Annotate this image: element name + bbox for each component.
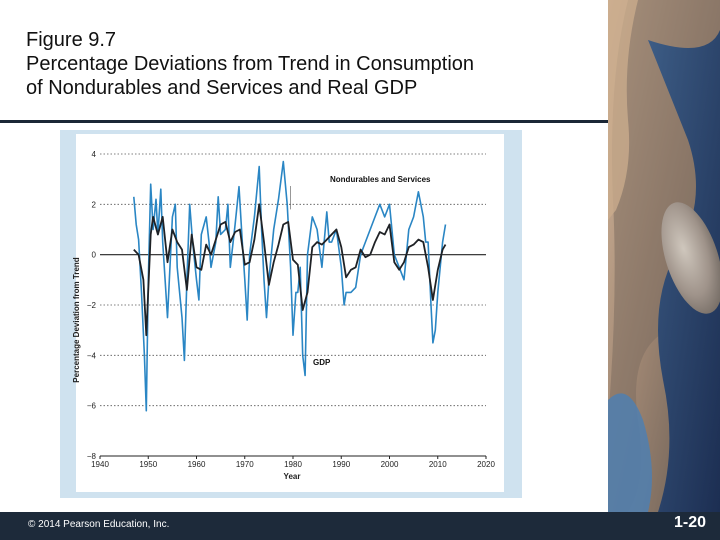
footer-bar bbox=[0, 512, 720, 540]
series-label-gdp: GDP bbox=[313, 358, 331, 367]
series-line-gdp bbox=[133, 203, 447, 337]
x-tick-label: 1980 bbox=[284, 460, 302, 469]
series-label-nondurables: Nondurables and Services bbox=[330, 175, 431, 184]
x-axis-label: Year bbox=[284, 472, 301, 481]
x-tick-label: 1970 bbox=[236, 460, 254, 469]
series-lines bbox=[133, 160, 447, 412]
x-tick-label: 2010 bbox=[429, 460, 447, 469]
y-tick-label: −6 bbox=[87, 402, 97, 411]
page-number: 1-20 bbox=[673, 514, 706, 531]
slide-title-line-1: Figure 9.7 bbox=[26, 29, 117, 51]
y-tick-label: −2 bbox=[87, 301, 97, 310]
x-tick-label: 1960 bbox=[188, 460, 206, 469]
slide-title-line-2: Percentage Deviations from Trend in Cons… bbox=[26, 53, 475, 75]
y-tick-label: 2 bbox=[92, 200, 97, 209]
x-tick-label: 1950 bbox=[139, 460, 157, 469]
x-tick-label: 2000 bbox=[381, 460, 399, 469]
decorative-rock-image bbox=[608, 0, 720, 512]
y-axis-label: Percentage Deviation from Trend bbox=[72, 257, 81, 382]
y-tick-label: −8 bbox=[87, 452, 97, 461]
title-rule bbox=[0, 120, 610, 123]
y-tick-label: 4 bbox=[92, 150, 97, 159]
slide-title: Figure 9.7 Percentage Deviations from Tr… bbox=[26, 28, 586, 100]
y-tick-label: −4 bbox=[87, 351, 97, 360]
copyright-text: © 2014 Pearson Education, Inc. bbox=[28, 519, 170, 530]
x-tick-label: 1940 bbox=[91, 460, 109, 469]
x-tick-label: 2020 bbox=[477, 460, 495, 469]
x-tick-label: 1990 bbox=[332, 460, 350, 469]
slide-title-line-3: of Nondurables and Services and Real GDP bbox=[26, 77, 418, 99]
plot-background bbox=[76, 134, 504, 492]
y-tick-label: 0 bbox=[92, 251, 97, 260]
